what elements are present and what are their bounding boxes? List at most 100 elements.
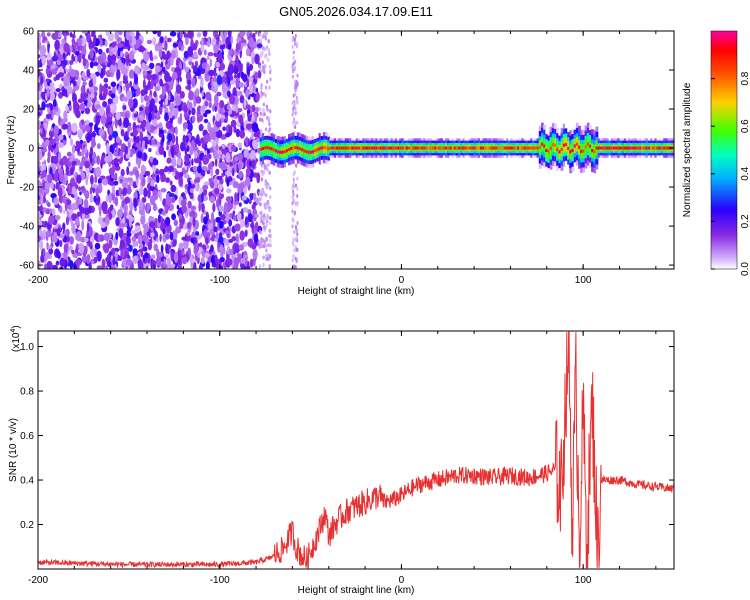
spectrogram-cell [87, 101, 92, 108]
spectrogram-cell [86, 68, 91, 78]
spectrogram-cell [124, 145, 129, 155]
spectrogram-cell [105, 31, 112, 37]
spectrogram-cell [115, 217, 120, 227]
spectrogram-y-axis-label: Frequency (Hz) [6, 116, 17, 185]
spectrogram-cell [92, 61, 99, 67]
spectrogram-cell [198, 264, 203, 269]
spectrogram-cell [72, 41, 79, 48]
spectrogram-cell [527, 146, 531, 150]
spectrogram-cell [120, 168, 125, 177]
spectrogram-cell [263, 226, 267, 231]
spectrogram-cell [252, 32, 256, 39]
spectrogram-cell [53, 171, 59, 183]
spectrogram-cell [221, 173, 224, 178]
spectrogram-cell [57, 187, 63, 198]
spectrogram-cell [40, 124, 44, 129]
spectrogram-cell [245, 136, 249, 148]
spectrogram-cell [84, 160, 90, 169]
spectrogram-cell [190, 237, 195, 244]
colorbar-label: Normalized spectral amplitude [682, 82, 693, 217]
spectrogram-cell [158, 145, 165, 156]
spectrogram-cell [77, 98, 83, 104]
spectrogram-cell [64, 200, 68, 212]
spectrogram-cell [136, 135, 141, 144]
spectrogram-cell [132, 255, 139, 264]
spectrogram-cell [534, 146, 538, 150]
spectrogram-cell [143, 152, 147, 162]
spectrogram-cell [269, 243, 272, 248]
spectrogram-cell [626, 146, 629, 150]
spectrogram-cell [255, 91, 260, 102]
spectrogram-cell [127, 147, 131, 158]
spectrogram-cell [53, 125, 59, 136]
spectrogram-cell [54, 31, 59, 39]
spectrogram-cell [386, 146, 389, 150]
spectrogram-cell [258, 64, 262, 69]
spectrogram-cell [39, 239, 44, 251]
spectrogram-cell [155, 256, 162, 267]
spectrogram-cell [96, 265, 103, 269]
spectrogram-cell [93, 36, 96, 47]
spectrogram-cell [294, 146, 298, 150]
spectrogram-cell [118, 228, 124, 238]
spectrogram-cell [258, 229, 262, 234]
spectrogram-cell [59, 239, 63, 248]
spectrogram-cell [503, 146, 507, 150]
spectrogram-cell [213, 44, 219, 54]
spectrogram-cell [92, 151, 97, 159]
spectrogram-cell [49, 140, 55, 146]
x-tick-label: 100 [575, 275, 592, 286]
spectrogram-cell [549, 146, 553, 150]
spectrogram-cell [38, 104, 41, 109]
spectrogram-cell [126, 228, 132, 238]
y-tick-label: 0.2 [20, 520, 34, 531]
spectrogram-cell [104, 156, 111, 163]
spectrogram-cell [296, 81, 299, 86]
spectrogram-cell [72, 222, 76, 233]
spectrogram-cell [146, 203, 151, 210]
spectrogram-cell [152, 31, 158, 35]
spectrogram-cell [239, 95, 245, 104]
spectrogram-cell [46, 32, 51, 37]
spectrogram-cell [269, 216, 272, 220]
spectrogram-cell [260, 177, 264, 182]
spectrogram-cell [165, 177, 170, 183]
spectrogram-cell [218, 205, 224, 213]
spectrogram-cell [74, 218, 80, 227]
spectrogram-cell [265, 79, 269, 84]
spectrogram-cell [44, 139, 50, 147]
spectrogram-cell [295, 44, 298, 49]
spectrogram-cell [254, 213, 259, 218]
spectrogram-cell [159, 190, 162, 202]
spectrogram-cell [136, 142, 141, 148]
spectrogram-cell [86, 109, 90, 114]
spectrogram-cell [207, 232, 211, 238]
spectrogram-cell [267, 39, 270, 44]
spectrogram-cell [88, 205, 92, 214]
spectrogram-cell [233, 126, 237, 133]
spectrogram-cell [47, 244, 52, 250]
spectrogram-cell [264, 34, 267, 39]
spectrogram-cell [42, 127, 46, 138]
spectrogram-cell [249, 193, 254, 201]
spectrogram-cell [147, 241, 152, 251]
spectrogram-cell [197, 165, 202, 174]
spectrogram-cell [151, 139, 156, 145]
spectrogram-cell [562, 143, 566, 147]
spectrogram-cell [54, 39, 60, 51]
spectrogram-cell [170, 184, 177, 193]
spectrogram-cell [58, 142, 64, 149]
spectrogram-cell [117, 37, 120, 43]
spectrogram-cell [403, 146, 407, 150]
spectrogram-cell [81, 254, 87, 264]
y-tick-label: -20 [20, 183, 35, 194]
spectrogram-cell [47, 202, 51, 208]
spectrogram-cell [291, 195, 294, 200]
spectrogram-cell [53, 52, 57, 58]
spectrogram-cell [264, 93, 267, 98]
spectrogram-cell [262, 255, 265, 260]
spectrogram-cell [121, 182, 128, 188]
spectrogram-cell [119, 150, 123, 157]
spectrogram-cell [51, 67, 58, 75]
spectrogram-cell [90, 132, 97, 137]
